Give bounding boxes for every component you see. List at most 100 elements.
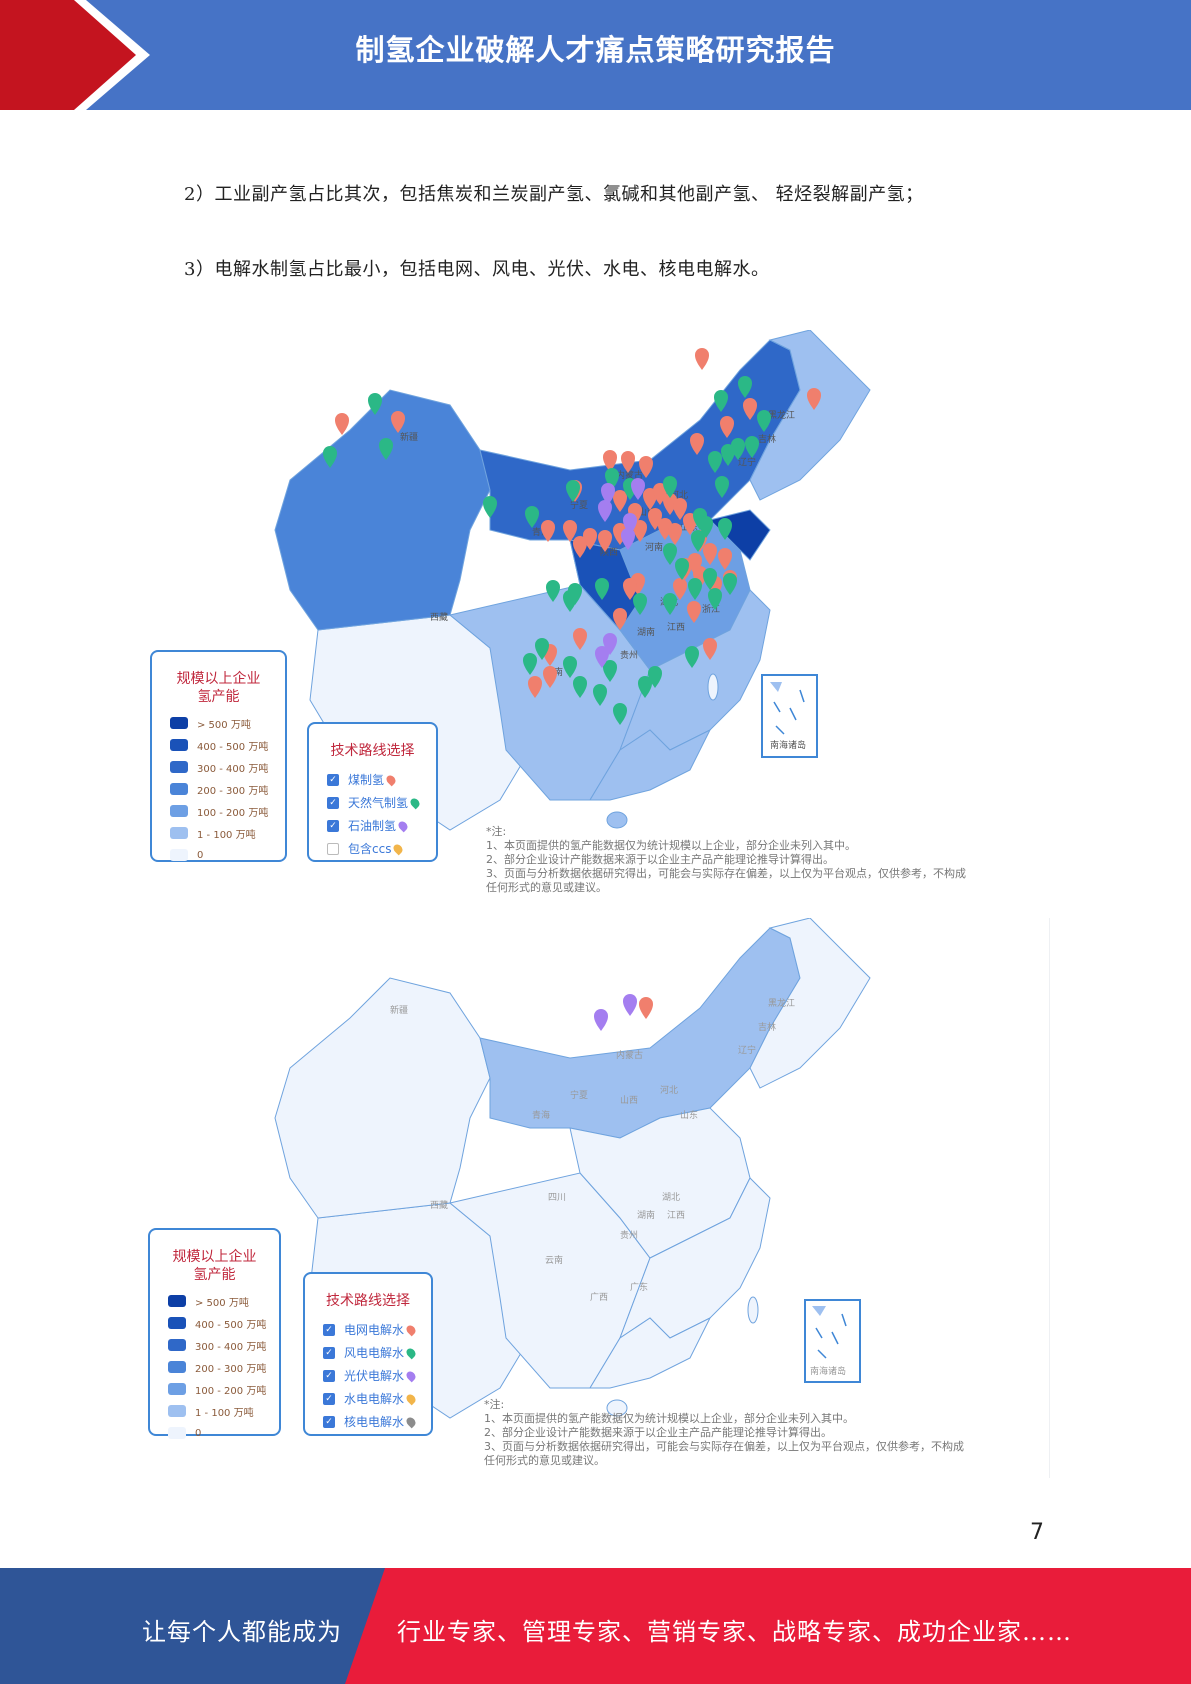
province-label: 南海诸岛 xyxy=(770,739,806,751)
region-hainan xyxy=(606,1399,628,1417)
province-label: 西藏 xyxy=(430,1199,448,1211)
map-pin-icon xyxy=(404,1323,418,1336)
tech-option[interactable]: ✓ 煤制氢 xyxy=(309,768,436,791)
map-pin xyxy=(673,498,687,520)
map-pin-icon xyxy=(384,773,398,786)
map-pin xyxy=(708,451,722,473)
map-pin xyxy=(563,656,577,678)
region-south xyxy=(550,1316,712,1389)
legend-swatch xyxy=(170,761,188,773)
legend-item: 1 - 100 万吨 xyxy=(152,822,285,844)
legend-item: 100 - 200 万吨 xyxy=(152,800,285,822)
map-pin xyxy=(721,444,735,466)
page-number: 7 xyxy=(1030,1520,1044,1545)
legend-swatch xyxy=(168,1405,186,1417)
map-pin xyxy=(563,520,577,542)
map-pin xyxy=(703,543,717,565)
province-label: 新疆 xyxy=(390,1004,408,1016)
south-china-sea-inset xyxy=(804,1299,861,1383)
map-pin-icon xyxy=(404,1346,418,1359)
map-pin xyxy=(639,997,653,1019)
checkbox[interactable] xyxy=(327,842,339,855)
checkbox[interactable]: ✓ xyxy=(323,1415,335,1428)
legend-label: 100 - 200 万吨 xyxy=(197,807,269,819)
legend-swatch xyxy=(170,739,188,751)
province-label: 四川 xyxy=(548,1193,566,1203)
map-pin xyxy=(595,578,609,600)
map-pin xyxy=(695,348,709,370)
legend-label: 300 - 400 万吨 xyxy=(197,763,269,775)
map-pin xyxy=(573,536,587,558)
legend-swatch xyxy=(168,1339,186,1351)
map-pin xyxy=(621,451,635,473)
tech-option[interactable]: ✓ 光伏电解水 xyxy=(305,1364,431,1387)
tech-option[interactable]: ✓ 石油制氢 xyxy=(309,814,436,837)
checkbox[interactable]: ✓ xyxy=(327,819,339,832)
paragraph-industrial-byproduct: 2）工业副产氢占比其次，包括焦炭和兰炭副产氢、氯碱和其他副产氢、 轻烃裂解副产氢… xyxy=(184,184,924,205)
tech-option[interactable]: ✓ 电网电解水 xyxy=(305,1318,431,1341)
legend-swatch xyxy=(168,1427,186,1439)
legend-label: 0 xyxy=(195,1427,202,1439)
legend-item: > 500 万吨 xyxy=(152,712,285,734)
legend-swatch xyxy=(168,1361,186,1373)
checkbox[interactable]: ✓ xyxy=(327,773,339,786)
tech-option[interactable]: ✓ 核电电解水 xyxy=(305,1410,431,1433)
map-pin xyxy=(379,438,393,460)
legend-label: 0 xyxy=(197,849,204,861)
tech-option-label: 石油制氢 xyxy=(348,819,397,833)
province-label: 青海 xyxy=(532,1109,550,1121)
legend-swatch xyxy=(168,1317,186,1329)
legend-item: 300 - 400 万吨 xyxy=(150,1334,279,1356)
province-label: 辽宁 xyxy=(738,456,756,468)
note-line: 任何形式的意见或建议。 xyxy=(484,1454,605,1467)
map-pin xyxy=(323,446,337,468)
tech-option[interactable]: ✓ 风电电解水 xyxy=(305,1341,431,1364)
map-pin-icon xyxy=(392,842,405,855)
legend-label: 1 - 100 万吨 xyxy=(195,1407,254,1419)
map-pin xyxy=(535,638,549,660)
province-label: 山西 xyxy=(620,1095,638,1106)
map-pin xyxy=(391,411,405,433)
province-label: 山东 xyxy=(680,1109,698,1121)
checkbox[interactable]: ✓ xyxy=(323,1369,335,1382)
footer-slogan-left: 让每个人都能成为 xyxy=(142,1618,342,1646)
legend-item: 400 - 500 万吨 xyxy=(150,1312,279,1334)
checkbox[interactable]: ✓ xyxy=(323,1323,335,1336)
province-label: 贵州 xyxy=(620,649,638,661)
map-pin xyxy=(668,523,682,545)
map-pin xyxy=(613,490,627,512)
legend-swatch xyxy=(170,805,188,817)
map-pin xyxy=(673,578,687,600)
tech-option[interactable]: ✓ 天然气制氢 xyxy=(309,791,436,814)
checkbox[interactable]: ✓ xyxy=(323,1346,335,1359)
map-pin xyxy=(593,684,607,706)
checkbox[interactable]: ✓ xyxy=(323,1392,335,1405)
tech-option-label: 风电电解水 xyxy=(344,1346,405,1360)
tech-option[interactable]: 包含ccs xyxy=(309,837,436,860)
map-pin xyxy=(720,416,734,438)
province-label: 辽宁 xyxy=(738,1044,756,1056)
province-label: 山西 xyxy=(638,507,656,518)
tech-route-title: 技术路线选择 xyxy=(330,743,415,759)
tech-option-label: 电网电解水 xyxy=(344,1323,405,1337)
province-label: 新疆 xyxy=(400,431,418,443)
checkbox[interactable]: ✓ xyxy=(327,796,339,809)
map-pin-icon xyxy=(404,1369,418,1382)
legend-swatch xyxy=(170,849,188,861)
map-pin xyxy=(368,393,382,415)
map-pin xyxy=(757,410,771,432)
legend-label: 300 - 400 万吨 xyxy=(195,1341,267,1353)
region-taiwan xyxy=(747,1296,759,1324)
province-label: 云南 xyxy=(545,1254,563,1266)
map-pin xyxy=(525,506,539,528)
note-line: 1、本页面提供的氢产能数据仅为统计规模以上企业，部分企业未列入其中。 xyxy=(486,839,856,852)
legend-label: 400 - 500 万吨 xyxy=(195,1319,267,1331)
note-line: 1、本页面提供的氢产能数据仅为统计规模以上企业，部分企业未列入其中。 xyxy=(484,1412,854,1425)
province-label: 江西 xyxy=(667,622,685,633)
tech-option[interactable]: ✓ 水电电解水 xyxy=(305,1387,431,1410)
legend-swatch xyxy=(168,1383,186,1395)
map-pin xyxy=(613,608,627,630)
south-china-sea-inset xyxy=(761,674,818,758)
legend-item: 0 xyxy=(152,844,285,866)
